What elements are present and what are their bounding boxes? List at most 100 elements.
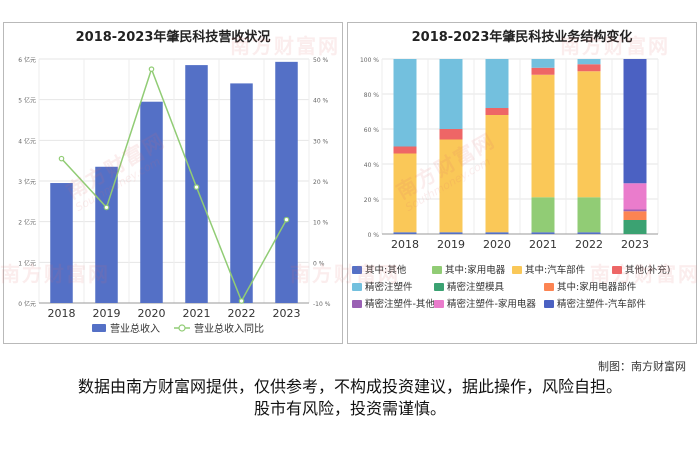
bar-segment [577,59,601,65]
bar-revenue [185,65,208,303]
legend-swatch [434,283,444,291]
chart-panel-business-structure: 2018-2023年肇民科技业务结构变化 0 % 20 % 40 % 60 % 80 %… [347,22,697,344]
x-tick-label: 2022 [228,307,256,320]
watermark-text: 南方财富网 [560,34,670,58]
legend-swatch [512,266,522,274]
x-tick-label: 2021 [183,307,211,320]
legend-label: 精密注塑件-家用电器 [447,298,536,310]
point-revenue-yoy [283,216,290,223]
bar-segment [485,115,509,233]
y-tick-label-right: 50 % [313,57,329,64]
legend-label: 其中:家用电器部件 [557,281,637,293]
bar-segment [623,211,647,220]
y-tick-label-right: -10 % [313,301,331,308]
x-tick-label: 2018 [48,307,76,320]
point-revenue-yoy [193,184,200,190]
line-revenue-yoy [60,66,288,303]
y-tick-label-left: 6 亿元 [18,56,36,64]
bar-segment [439,129,463,140]
x-tick-label: 2019 [437,238,465,251]
legend-label: 精密注塑件 [365,281,413,293]
bar-revenue [275,61,298,304]
bar-segment [439,59,463,129]
bar-segment [577,197,601,233]
bar-revenue [50,183,73,303]
bar-segment [531,59,555,68]
chart-title: 2018-2023年肇民科技营收状况 [75,30,271,45]
point-revenue-yoy [58,155,65,162]
x-tick-label: 2023 [621,238,649,251]
chart-credit: 制图：南方财富网 [598,360,686,373]
bar-segment [439,139,463,233]
x-tick-label: 2020 [138,307,166,320]
legend-label: 其中:家用电器 [445,264,506,276]
disclaimer-line: 股市有风险，投资需谨慎。 [253,399,446,418]
watermark-text: 南方财富网 [0,262,110,286]
bar-segment [577,71,601,198]
legend-label: 精密注塑件-汽车部件 [557,298,646,310]
y-tick-label-right: 20 % [313,179,329,186]
y-tick-label: 40 % [364,162,380,169]
bar-segment [623,209,647,212]
y-tick-label-left: 4 亿元 [18,137,36,145]
bar-segment [531,74,555,198]
y-tick-label: 0 % [368,232,380,239]
chart-title: 2018-2023年肇民科技业务结构变化 [411,30,633,45]
bar-segment [393,59,417,147]
y-tick-label-right: 40 % [313,98,329,105]
legend-swatch-point [178,324,186,332]
legend-swatch [434,300,444,308]
point-revenue-yoy [103,204,110,211]
legend-label: 其他(补充) [625,264,670,276]
legend-swatch [612,266,622,274]
bar-segment [393,146,417,154]
x-tick-label: 2023 [273,307,301,320]
legend-label: 其中:汽车部件 [525,264,586,276]
legend-swatch [352,266,362,274]
legend-label: 其中:其他 [365,264,407,276]
y-tick-label: 20 % [364,197,380,204]
bar-segment [623,220,647,234]
x-tick-label: 2018 [391,238,419,251]
bar-segment [439,232,463,234]
legend-label: 营业总收入 [110,322,160,335]
legend-swatch [352,283,362,291]
revenue-chart: 0 亿元 -10 % 1 亿元 0 % 2 亿元 10 % 3 亿元 20 % 4 亿元 30 %… [18,56,331,335]
disclaimer: 数据由南方财富网提供，仅供参考，不构成投资建议，据此操作，风险自担。 股市有风险… [0,376,700,420]
watermark-text: 南方财富网 [230,34,340,58]
legend-swatch-bar [92,324,106,332]
watermark-text: 南方财富网 [590,262,700,286]
business-structure-chart: 0 % 20 % 40 % 60 % 80 % 100 % 2018 2019 2020 2021… [352,57,670,310]
x-tick-label: 2019 [93,307,121,320]
bar-segment [531,67,555,75]
bar-segment [393,232,417,234]
y-tick-label-right: 0 % [313,260,325,267]
legend-label: 精密注塑件-其他 [365,298,435,310]
bar-segment [485,59,509,108]
bar-segment [485,108,509,115]
y-tick-label-right: 30 % [313,138,329,145]
legend-swatch [432,266,442,274]
bar-segment [531,232,555,234]
bar-revenue [230,83,253,304]
point-revenue-yoy [148,66,155,72]
legend-label: 营业总收入同比 [194,322,264,335]
bar-segment [485,232,509,234]
legend-swatch [544,300,554,308]
bar-segment [531,197,555,233]
legend-label: 精密注塑模具 [447,281,505,293]
bar-segment [623,183,647,210]
legend-swatch [352,300,362,308]
point-revenue-yoy [238,298,245,304]
y-tick-label-left: 3 亿元 [18,178,36,186]
watermark-text: 南方财富网 [290,262,400,286]
bar-revenue [140,101,163,303]
x-tick-label: 2021 [529,238,557,251]
y-tick-label: 100 % [360,57,379,64]
x-tick-label: 2022 [575,238,603,251]
bar-segment [577,64,601,72]
y-tick-label-left: 0 亿元 [18,300,36,308]
bar-segment [393,153,417,233]
y-tick-label-right: 10 % [313,220,329,227]
y-tick-label: 80 % [364,92,380,99]
